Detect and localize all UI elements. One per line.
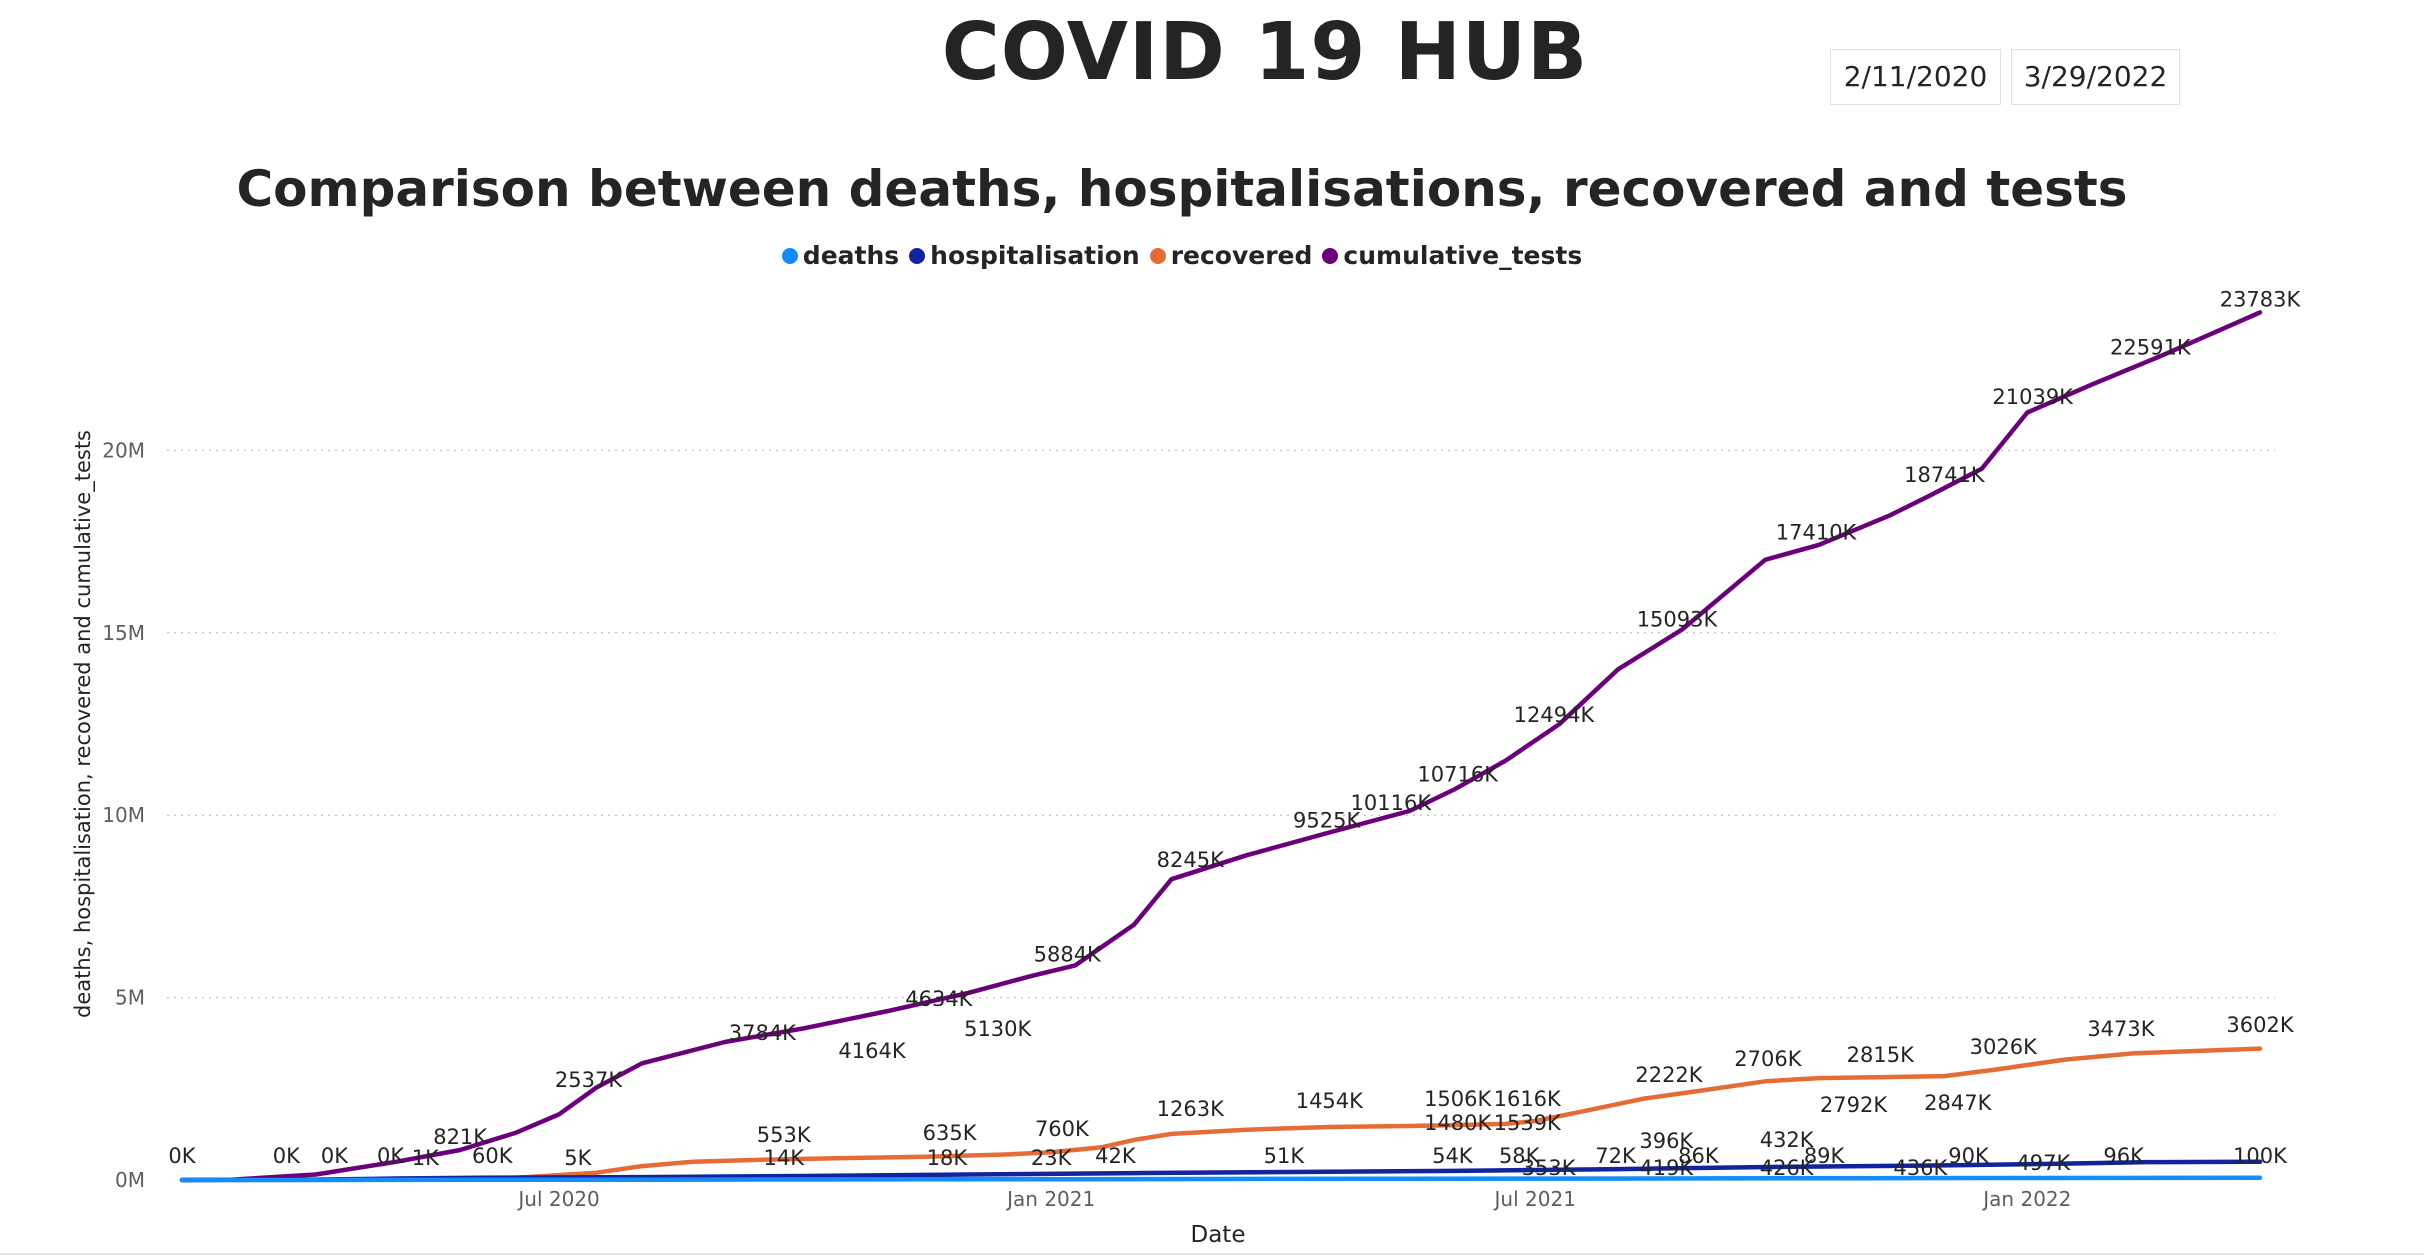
data-label: 2706K bbox=[1734, 1047, 1802, 1071]
data-label: 22591K bbox=[2110, 335, 2192, 359]
legend-label: recovered bbox=[1170, 241, 1313, 270]
chart-legend: deaths hospitalisation recovered cumulative… bbox=[0, 241, 2364, 270]
data-label: 5K bbox=[564, 1146, 592, 1170]
data-label: 54K bbox=[1432, 1144, 1474, 1168]
data-label: 396K bbox=[1639, 1129, 1694, 1153]
data-label: 353K bbox=[1522, 1156, 1577, 1180]
divider bbox=[0, 1253, 2424, 1255]
data-label: 497K bbox=[2016, 1151, 2071, 1175]
legend-marker-icon bbox=[1322, 247, 1339, 264]
date-start-field[interactable]: 2/11/2020 bbox=[1830, 49, 2001, 105]
data-label: 3784K bbox=[729, 1021, 797, 1045]
series-line-cumulative-tests bbox=[179, 310, 2263, 1183]
series-line-recovered bbox=[179, 1046, 2263, 1183]
x-axis-title: Date bbox=[1191, 1222, 1246, 1248]
data-label: 42K bbox=[1095, 1144, 1137, 1168]
data-label: 2537K bbox=[555, 1068, 623, 1092]
data-label: 14K bbox=[763, 1146, 805, 1170]
data-label: 821K bbox=[433, 1125, 488, 1149]
data-label: 10716K bbox=[1417, 763, 1499, 787]
data-label: 60K bbox=[472, 1144, 514, 1168]
y-tick-label: 0M bbox=[115, 1168, 145, 1192]
y-tick-label: 15M bbox=[102, 621, 145, 645]
data-label: 17410K bbox=[1776, 521, 1858, 545]
legend-label: hospitalisation bbox=[930, 241, 1140, 270]
data-label: 15093K bbox=[1637, 608, 1719, 632]
data-label: 0K bbox=[321, 1144, 349, 1168]
data-label: 2847K bbox=[1924, 1091, 1992, 1115]
data-label: 9525K bbox=[1293, 808, 1361, 832]
data-label: 1616K bbox=[1494, 1087, 1562, 1111]
legend-item-recovered[interactable]: recovered bbox=[1149, 241, 1313, 270]
data-label: 0K bbox=[168, 1144, 196, 1168]
chart-title: Comparison between deaths, hospitalisati… bbox=[236, 160, 2128, 218]
data-label: 18741K bbox=[1904, 463, 1986, 487]
data-label: 3602K bbox=[2226, 1013, 2294, 1037]
data-label: 1K bbox=[412, 1146, 440, 1170]
data-label: 4164K bbox=[838, 1039, 906, 1063]
data-label: 12494K bbox=[1514, 703, 1596, 727]
date-end-field[interactable]: 3/29/2022 bbox=[2011, 49, 2180, 105]
data-label: 1263K bbox=[1157, 1097, 1225, 1121]
legend-label: deaths bbox=[802, 241, 900, 270]
y-axis-title: deaths, hospitalisation, recovered and c… bbox=[71, 430, 96, 1018]
data-label: 8245K bbox=[1157, 848, 1225, 872]
legend-marker-icon bbox=[909, 247, 926, 264]
data-label: 0K bbox=[273, 1144, 301, 1168]
legend-marker-icon bbox=[781, 247, 798, 264]
x-tick-label: Jan 2022 bbox=[1981, 1187, 2071, 1211]
data-label: 10116K bbox=[1351, 791, 1433, 815]
data-label: 23783K bbox=[2220, 287, 2302, 311]
data-label: 426K bbox=[1760, 1156, 1815, 1180]
data-label: 4634K bbox=[905, 987, 973, 1011]
legend-item-cumulative-tests[interactable]: cumulative_tests bbox=[1322, 241, 1582, 270]
page-title: COVID 19 HUB bbox=[941, 6, 1589, 98]
data-label: 58K bbox=[1499, 1144, 1541, 1168]
data-label: 3473K bbox=[2087, 1017, 2155, 1041]
data-label: 635K bbox=[923, 1121, 978, 1145]
data-label: 553K bbox=[757, 1123, 812, 1147]
data-label: 51K bbox=[1264, 1144, 1306, 1168]
data-label: 1506K bbox=[1424, 1087, 1492, 1111]
data-label: 436K bbox=[1893, 1156, 1948, 1180]
data-label: 86K bbox=[1678, 1144, 1720, 1168]
data-label: 89K bbox=[1804, 1144, 1846, 1168]
data-label: 2815K bbox=[1847, 1043, 1915, 1067]
legend-label: cumulative_tests bbox=[1343, 241, 1583, 270]
legend-item-hospitalisation[interactable]: hospitalisation bbox=[909, 241, 1140, 270]
data-label: 1539K bbox=[1494, 1111, 1562, 1135]
data-label: 760K bbox=[1035, 1117, 1090, 1141]
y-tick-label: 10M bbox=[102, 803, 145, 827]
data-label: 1454K bbox=[1296, 1089, 1364, 1113]
x-tick-label: Jan 2021 bbox=[1005, 1187, 1095, 1211]
series-line-deaths bbox=[179, 1175, 2263, 1183]
data-label: 2792K bbox=[1820, 1093, 1888, 1117]
data-label: 100K bbox=[2233, 1144, 2288, 1168]
legend-marker-icon bbox=[1149, 247, 1166, 264]
data-label: 3026K bbox=[1970, 1035, 2038, 1059]
data-label: 1480K bbox=[1424, 1111, 1492, 1135]
data-label: 2222K bbox=[1635, 1063, 1703, 1087]
x-tick-label: Jul 2021 bbox=[1493, 1187, 1576, 1211]
data-label: 72K bbox=[1595, 1144, 1637, 1168]
data-label: 90K bbox=[1948, 1144, 1990, 1168]
data-label: 0K bbox=[377, 1144, 405, 1168]
data-label: 96K bbox=[2103, 1144, 2145, 1168]
data-label: 5130K bbox=[964, 1017, 1032, 1041]
data-label: 432K bbox=[1760, 1128, 1815, 1152]
y-tick-label: 5M bbox=[115, 986, 145, 1010]
y-tick-label: 20M bbox=[102, 438, 145, 462]
data-label: 18K bbox=[927, 1146, 969, 1170]
x-tick-label: Jul 2020 bbox=[516, 1187, 599, 1211]
legend-item-deaths[interactable]: deaths bbox=[781, 241, 900, 270]
data-label: 21039K bbox=[1992, 385, 2074, 409]
data-label: 5884K bbox=[1034, 942, 1102, 966]
data-label: 23K bbox=[1031, 1146, 1073, 1170]
data-label: 419K bbox=[1639, 1156, 1694, 1180]
